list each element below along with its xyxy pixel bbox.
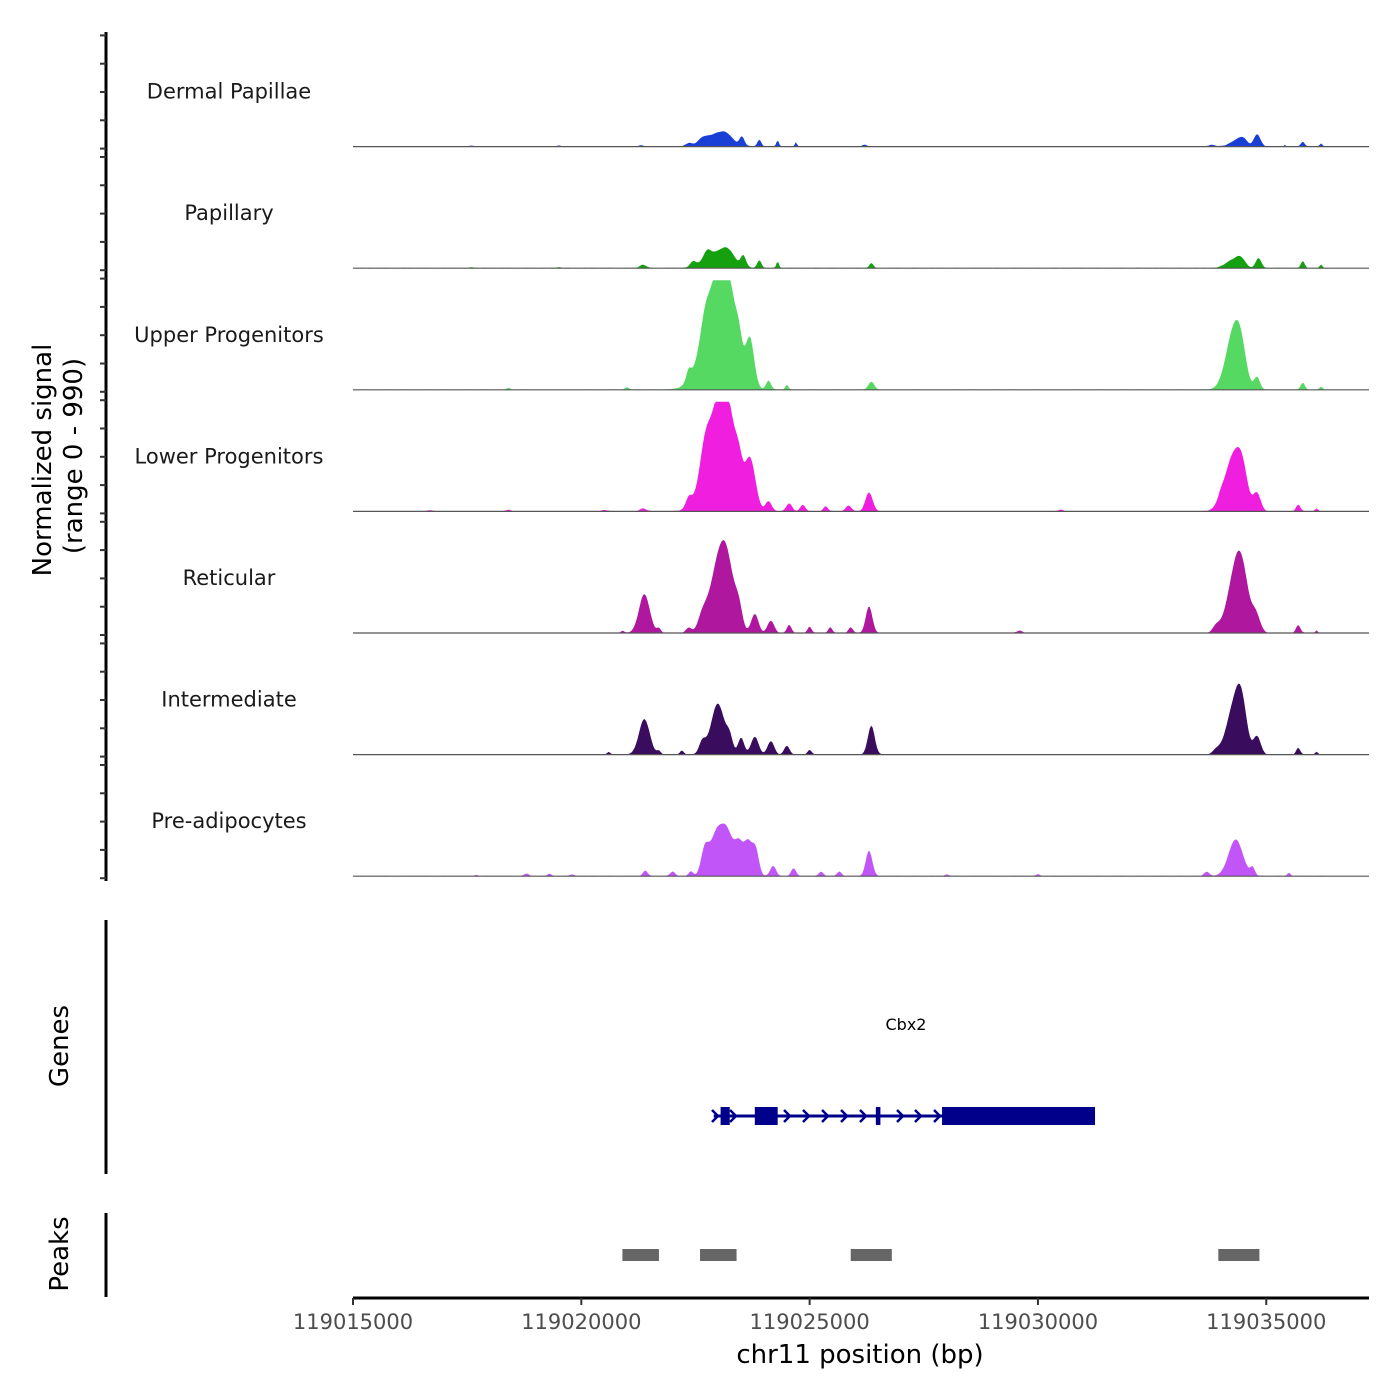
x-tick-label: 119020000	[521, 1310, 641, 1334]
strand-arrow-icon	[840, 1109, 849, 1123]
y-axis-title: Normalized signal	[28, 344, 58, 577]
track-dermal-papillae: Dermal Papillae	[147, 80, 1369, 148]
x-tick-label: 119030000	[978, 1310, 1098, 1334]
coverage-area	[353, 823, 1369, 877]
gene-exon	[942, 1107, 1096, 1125]
gene-model-cbx2[interactable]	[711, 1107, 1096, 1125]
x-tick-label: 119035000	[1206, 1310, 1326, 1334]
y-axis-subtitle: (range 0 - 990)	[59, 358, 89, 554]
coverage-area	[353, 683, 1369, 755]
strand-arrow-icon	[711, 1109, 720, 1123]
peak-regions	[622, 1249, 1260, 1261]
peak-region	[850, 1249, 892, 1261]
track-label: Papillary	[184, 201, 273, 225]
coverage-area	[353, 540, 1369, 633]
peaks-track-label: Peaks	[45, 1216, 75, 1291]
coverage-area	[353, 131, 1369, 147]
x-tick-label: 119025000	[750, 1310, 870, 1334]
x-axis-ticks: 119015000 119020000 119025000 119030000 1190…	[293, 1298, 1326, 1334]
track-label: Reticular	[183, 566, 276, 590]
coverage-area	[353, 280, 1369, 390]
track-label: Intermediate	[161, 688, 297, 712]
x-axis-title: chr11 position (bp)	[736, 1340, 983, 1370]
coverage-area	[353, 247, 1369, 269]
coverage-area	[353, 401, 1369, 512]
peak-region	[1218, 1249, 1260, 1261]
coverage-y-ticks	[100, 34, 106, 880]
track-label: Upper Progenitors	[134, 323, 324, 347]
track-label: Lower Progenitors	[135, 444, 324, 468]
peak-region	[622, 1249, 659, 1261]
gene-label: Cbx2	[886, 1015, 927, 1034]
strand-arrow-icon	[859, 1109, 868, 1123]
strand-arrow-icon	[729, 1109, 738, 1123]
track-pre-adipocytes: Pre-adipocytes	[151, 809, 1369, 877]
track-label: Dermal Papillae	[147, 80, 311, 104]
track-papillary: Papillary	[184, 201, 1369, 269]
coverage-tracks: Dermal Papillae Papillary Upper Progenitor…	[134, 80, 1369, 877]
track-intermediate: Intermediate	[161, 683, 1369, 756]
x-tick-label: 119015000	[293, 1310, 413, 1334]
track-label: Pre-adipocytes	[151, 809, 306, 833]
strand-arrow-icon	[896, 1109, 905, 1123]
track-lower-progenitors: Lower Progenitors	[135, 401, 1369, 512]
strand-arrow-icon	[783, 1109, 792, 1123]
gene-exon	[754, 1107, 778, 1125]
gene-exon	[875, 1107, 881, 1125]
track-reticular: Reticular	[183, 540, 1369, 634]
peak-region	[700, 1249, 737, 1261]
genes-track-label: Genes	[45, 1005, 75, 1087]
strand-arrow-icon	[933, 1109, 942, 1123]
strand-arrow-icon	[914, 1109, 923, 1123]
strand-arrow-icon	[802, 1109, 811, 1123]
gene-exon	[720, 1107, 730, 1125]
strand-arrow-icon	[821, 1109, 830, 1123]
track-upper-progenitors: Upper Progenitors	[134, 280, 1369, 391]
